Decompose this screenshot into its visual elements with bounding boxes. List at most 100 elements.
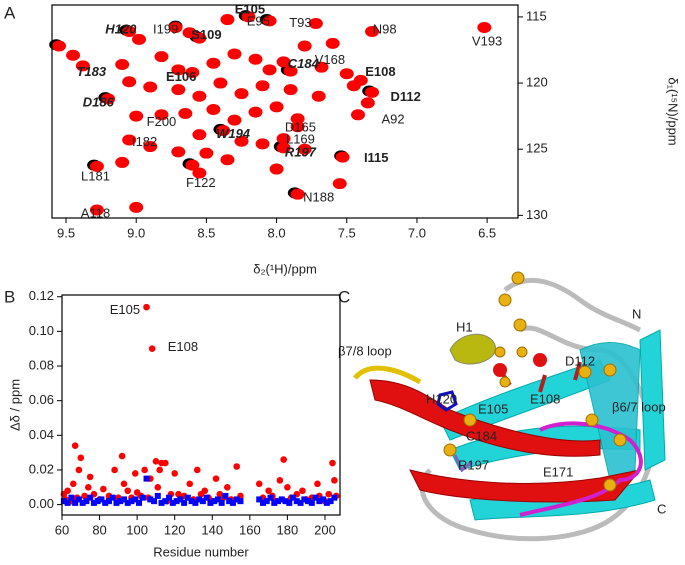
structure-label: E108 [530,391,560,406]
point [331,494,338,501]
point [169,499,176,506]
y-tick-label: 120 [526,74,548,89]
point [203,494,210,501]
point [152,457,160,465]
point [75,466,83,474]
strand [409,469,642,503]
annotation: N188 [303,190,334,205]
point [120,496,127,503]
peak [199,147,214,159]
annotation: I182 [132,134,157,149]
peak [132,33,147,45]
annotation: V168 [315,52,345,67]
annotation: A92 [382,112,405,127]
structure-label: C [657,501,666,516]
annotation: D186 [83,94,115,109]
point [207,499,214,506]
side-chain [436,390,458,412]
peak [227,48,242,60]
point [301,496,308,503]
x-tick-label: 60 [55,522,69,537]
x-tick-label: 9.5 [57,225,75,240]
point [192,499,199,506]
peak [220,154,235,166]
point [308,499,315,506]
peak [115,156,130,168]
peak [122,134,137,146]
peak [276,56,291,68]
point [267,494,274,501]
point [156,466,163,474]
annotation: T93 [289,15,311,30]
peak [269,101,284,113]
peak [143,81,158,93]
x-tick-label: 6.5 [478,225,496,240]
annotation: D112 [391,89,421,104]
point [139,494,146,501]
annotation: N98 [373,22,397,37]
point [186,480,194,488]
panel-letter: C [338,287,350,306]
peak [89,160,104,172]
point [233,463,240,470]
point [193,466,201,474]
structure-label: E171 [543,464,573,479]
point [87,494,94,501]
point [98,496,105,503]
point [79,499,86,506]
peak [353,74,368,86]
coil [503,278,642,333]
peak [227,114,242,126]
point [222,492,229,499]
point [175,490,182,498]
point [256,496,263,503]
point [329,459,336,467]
x-tick-label: 140 [201,522,223,537]
point [162,498,169,505]
annotation: V193 [472,33,502,48]
y-tick-label: 115 [526,8,547,23]
point [177,496,184,503]
annotation: E106 [166,69,196,84]
peak [283,84,298,96]
loop [353,365,422,385]
peak [283,65,298,77]
peak [168,21,183,33]
x-tick-label: 7.5 [338,225,356,240]
point [100,485,107,493]
point [75,496,82,503]
x-tick-label: 120 [164,522,186,537]
point [284,483,291,491]
peak [332,178,347,190]
point [259,499,266,506]
peak [154,51,169,63]
point [154,483,162,491]
peak [248,106,263,118]
point [314,480,321,488]
point [171,470,179,477]
peak [241,11,256,23]
point [143,475,150,482]
point [90,499,97,506]
x-tick-label: 180 [277,522,299,537]
point [173,498,180,505]
plot-frame [51,4,519,219]
x-tick-label: 8.0 [268,225,286,240]
peak [101,93,116,105]
peak [115,59,130,71]
point [151,498,158,505]
peak [308,18,323,30]
point [72,499,79,506]
point [162,459,169,467]
x-axis-label: Residue number [153,544,249,559]
peak [75,60,90,72]
peak [122,76,137,88]
strand [369,379,601,457]
point [118,452,126,460]
annotation: H120 [105,22,137,37]
peak [339,68,354,80]
annotation: I199 [153,22,178,37]
point [120,480,128,488]
y-axis-label: Δδ / ppm [7,379,22,431]
